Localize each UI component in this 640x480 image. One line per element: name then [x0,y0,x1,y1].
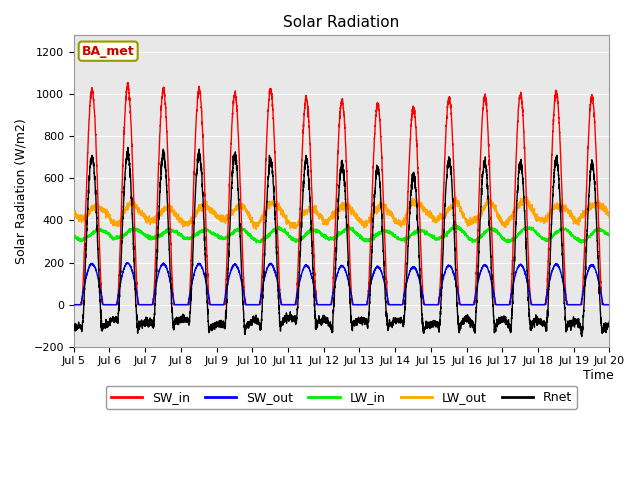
LW_in [605,231,612,237]
SW_out [322,302,330,308]
Line: Rnet: Rnet [74,147,609,336]
SW_out [432,302,440,308]
Rnet [492,323,500,328]
Line: LW_out: LW_out [74,197,609,229]
Line: SW_out: SW_out [74,263,609,305]
Rnet [605,319,613,324]
LW_in [432,235,440,241]
Line: LW_in: LW_in [74,225,609,243]
Line: SW_in: SW_in [74,83,609,305]
Rnet [432,323,440,329]
Rnet [70,321,77,327]
SW_in [70,302,77,308]
LW_out [70,214,77,220]
LW_out [322,221,330,227]
LW_in [461,230,469,236]
Rnet [605,323,612,329]
SW_in [605,302,612,308]
LW_out [492,207,500,213]
Legend: SW_in, SW_out, LW_in, LW_out, Rnet: SW_in, SW_out, LW_in, LW_out, Rnet [106,386,577,409]
SW_in [605,302,613,308]
LW_in [166,227,174,233]
Y-axis label: Solar Radiation (W/m2): Solar Radiation (W/m2) [15,118,28,264]
SW_out [70,302,77,308]
LW_out [252,227,260,232]
SW_in [492,302,500,308]
SW_in [166,224,174,230]
SW_out [605,302,613,308]
SW_out [125,260,132,266]
SW_in [124,80,132,85]
LW_in [578,240,586,246]
Rnet [578,334,586,339]
LW_in [492,228,500,234]
Title: Solar Radiation: Solar Radiation [284,15,400,30]
LW_out [605,210,612,216]
SW_out [492,301,500,307]
SW_in [432,302,440,308]
SW_in [322,302,330,308]
SW_out [605,302,612,308]
LW_out [605,215,613,221]
LW_out [462,216,470,222]
Rnet [124,144,132,150]
X-axis label: Time: Time [583,369,614,382]
LW_in [321,236,329,241]
LW_in [70,233,77,239]
LW_out [166,204,174,210]
SW_out [461,302,469,308]
LW_out [452,194,460,200]
Rnet [166,271,174,276]
SW_out [166,278,174,284]
LW_in [452,222,460,228]
Rnet [461,313,469,319]
SW_in [461,302,469,308]
Text: BA_met: BA_met [82,45,134,58]
Rnet [322,314,330,320]
LW_in [605,232,613,238]
LW_out [432,215,440,221]
